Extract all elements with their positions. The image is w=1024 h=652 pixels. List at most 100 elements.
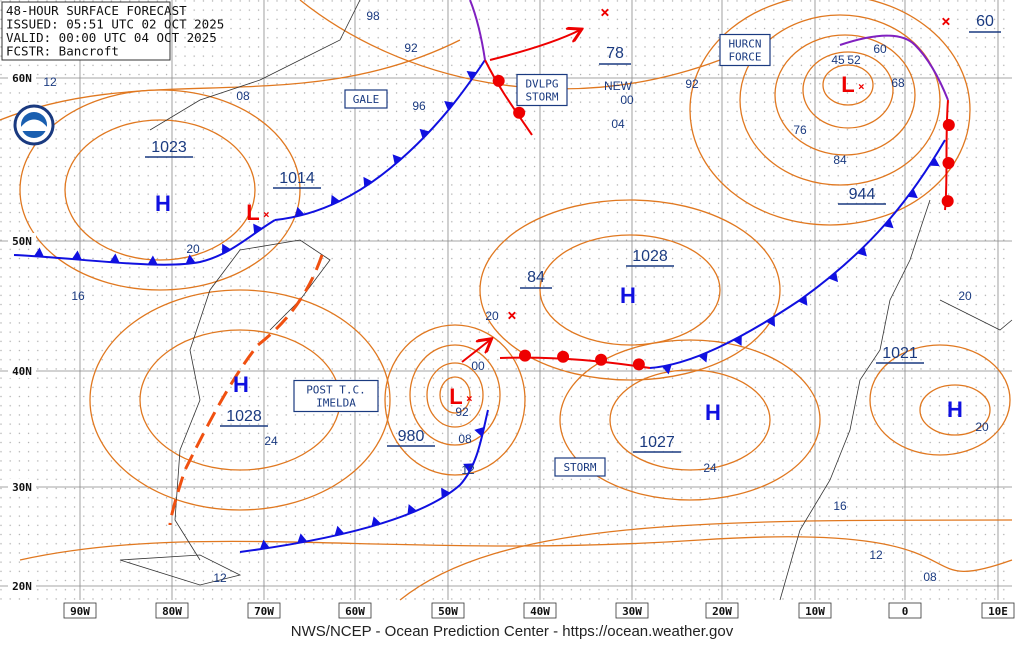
isobar-label: 12 xyxy=(213,571,227,585)
lon-label: 10E xyxy=(988,605,1008,618)
cold-front-pip xyxy=(857,246,867,257)
isobar-label: 24 xyxy=(264,434,278,448)
svg-text:×: × xyxy=(600,3,610,22)
warm-front-pip xyxy=(942,119,955,132)
lon-label-bg xyxy=(338,602,372,619)
center-cross: × xyxy=(466,392,473,405)
isobar-label: 60 xyxy=(873,42,887,56)
cold-front-pip xyxy=(297,533,308,544)
lat-label: 20N xyxy=(12,580,32,593)
lon-label-bg xyxy=(615,602,649,619)
center-pressure: 944 xyxy=(849,186,876,203)
lat-label-bg xyxy=(8,578,36,593)
header-line: ISSUED: 05:51 UTC 02 OCT 2025 xyxy=(6,17,224,32)
isobar-label: 00 xyxy=(620,93,634,107)
cold-front-pip xyxy=(463,463,474,473)
center-cross: × xyxy=(858,80,865,93)
lon-label-bg xyxy=(705,602,739,619)
isobars xyxy=(0,0,1013,601)
labels: 60N 50N 40N 30N 20N 90W 80W 70W 60W 50W 40W 30W 20W 1… xyxy=(8,9,1015,619)
center-symbol: H xyxy=(705,400,721,425)
cold-front-pip xyxy=(147,255,158,265)
center-pressure: 1028 xyxy=(632,248,668,265)
lon-label: 0 xyxy=(902,605,909,618)
warning-label: FORCE xyxy=(728,51,761,64)
lat-label: 30N xyxy=(12,481,32,494)
noaa-logo xyxy=(13,104,55,146)
center-pressure: 980 xyxy=(398,428,425,445)
cold-front-pip xyxy=(732,335,742,346)
lon-label-bg xyxy=(523,602,557,619)
lon-label: 40W xyxy=(530,605,550,618)
forecast-value: 84 xyxy=(527,269,545,286)
cold-front-pip xyxy=(407,504,417,515)
lat-label-bg xyxy=(8,233,36,248)
lat-label-bg xyxy=(8,70,36,85)
cold-front-pip xyxy=(441,487,451,499)
cold-front-pip xyxy=(929,157,940,167)
lon-label-bg xyxy=(981,602,1015,619)
footer: NWS/NCEP - Ocean Prediction Center - htt… xyxy=(291,623,734,640)
center-symbol: L xyxy=(449,384,462,409)
lon-label-bg xyxy=(888,602,922,619)
cold-front-pip xyxy=(798,295,808,306)
warm-front-pip xyxy=(518,349,531,362)
warm-front-pip xyxy=(492,74,505,87)
cold-front-pip xyxy=(33,247,44,257)
map-background xyxy=(0,0,1012,600)
lon-label-bg xyxy=(798,602,832,619)
cold-front-pip xyxy=(363,176,373,188)
isobar-label: 08 xyxy=(923,570,937,584)
isobar-label: 20 xyxy=(485,309,499,323)
warning-label: STORM xyxy=(525,91,558,104)
warning-label: POST T.C. xyxy=(306,384,366,397)
cold-front-pip xyxy=(419,128,430,139)
lon-label-bg xyxy=(431,602,465,619)
lon-label: 20W xyxy=(712,605,732,618)
cold-front-pip xyxy=(71,250,82,260)
warm-front-pip xyxy=(941,195,954,208)
cold-front-pip xyxy=(392,154,403,165)
isobar-label: 12 xyxy=(869,548,883,562)
cold-front-pip xyxy=(334,525,345,536)
lat-label-bg xyxy=(8,363,36,378)
center-symbol: L xyxy=(841,72,854,97)
isobar-label: 24 xyxy=(703,461,717,475)
isobar-label: 20 xyxy=(975,420,989,434)
lon-label: 50W xyxy=(438,605,458,618)
warm-front-pip xyxy=(595,353,608,366)
forecast-value: 78 xyxy=(606,45,624,62)
isobar-label: 92 xyxy=(455,405,469,419)
isobar-label: 92 xyxy=(685,77,699,91)
header-box xyxy=(1,1,171,61)
lat-label: 60N xyxy=(12,72,32,85)
warm-front-pip xyxy=(557,350,570,363)
forecast-value: 60 xyxy=(976,13,994,30)
lon-label-bg xyxy=(247,602,281,619)
warning-box xyxy=(516,73,568,107)
isobar-label: 96 xyxy=(412,99,426,113)
center-pressure: 1028 xyxy=(226,408,262,425)
lon-label: 60W xyxy=(345,605,365,618)
cold-front-pip xyxy=(185,254,196,264)
isobar-label: 04 xyxy=(611,117,625,131)
lon-label: 80W xyxy=(162,605,182,618)
isobar-label: 16 xyxy=(71,289,85,303)
lat-label: 40N xyxy=(12,365,32,378)
isobar-label: 08 xyxy=(236,89,250,103)
isobar-label: 68 xyxy=(891,76,905,90)
isobar-label: 20 xyxy=(186,242,200,256)
center-symbol: L xyxy=(246,200,259,225)
warning-label: HURCN xyxy=(728,38,761,51)
lon-label: 30W xyxy=(622,605,642,618)
isobar-label: 76 xyxy=(793,123,807,137)
warning-box xyxy=(344,89,388,109)
cold-front-pip xyxy=(907,188,918,199)
cold-front-pip xyxy=(371,516,381,527)
center-pressure: 1023 xyxy=(151,139,187,156)
lon-label: 70W xyxy=(254,605,274,618)
center-symbol: H xyxy=(620,283,636,308)
header-line: VALID: 00:00 UTC 04 OCT 2025 xyxy=(6,30,217,45)
isobar-label: 20 xyxy=(958,289,972,303)
